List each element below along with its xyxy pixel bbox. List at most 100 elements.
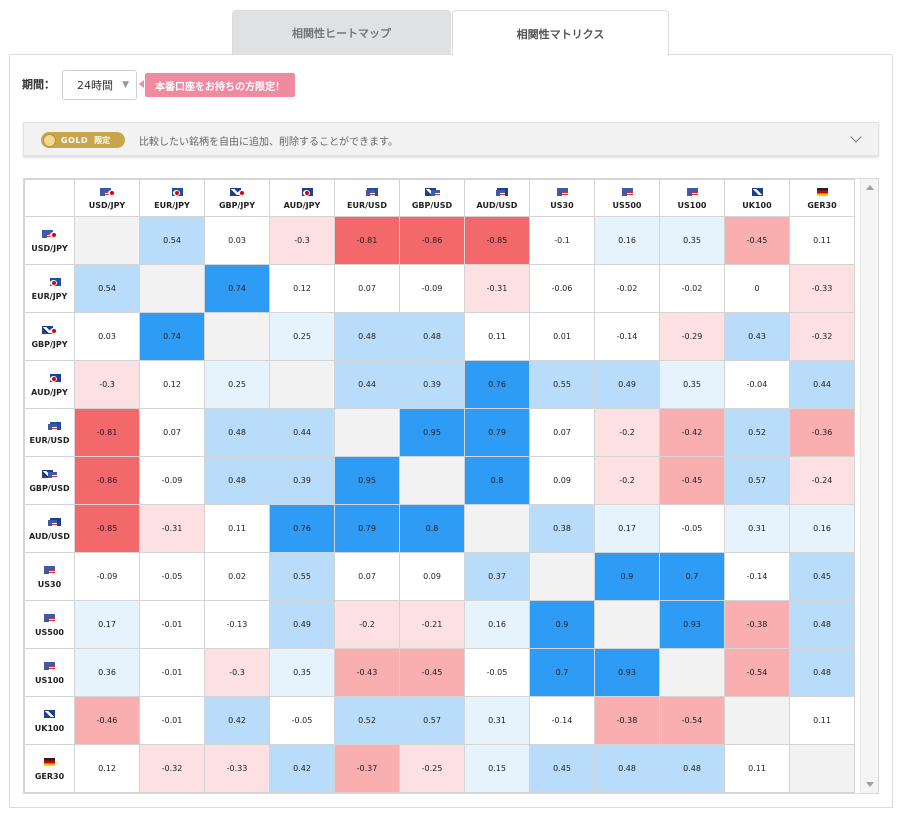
- correlation-cell: 0.79: [334, 504, 400, 553]
- correlation-cell: 0.8: [464, 456, 530, 505]
- correlation-cell: -0.42: [659, 408, 725, 457]
- correlation-cell: -0.13: [204, 600, 270, 649]
- column-header: GBP/USD: [399, 179, 465, 217]
- correlation-cell: -0.33: [204, 744, 270, 793]
- gold-feature-bar[interactable]: GOLD 限定 比較したい銘柄を自由に追加、削除することができます。: [23, 122, 879, 156]
- correlation-cell: 0.74: [139, 312, 205, 361]
- correlation-cell: 0.48: [659, 744, 725, 793]
- gb-us-flag-icon: [400, 186, 464, 197]
- chevron-down-icon: ▼: [122, 80, 129, 90]
- correlation-cell: -0.14: [529, 696, 595, 745]
- column-header: US500: [594, 179, 660, 217]
- row-header: GBP/USD: [24, 456, 75, 505]
- correlation-cell: [139, 264, 205, 313]
- correlation-cell: -0.54: [724, 648, 790, 697]
- correlation-cell: -0.2: [594, 408, 660, 457]
- row-header-label: US100: [35, 675, 64, 685]
- us-flag-icon: [660, 186, 724, 197]
- correlation-cell: 0.36: [74, 648, 140, 697]
- matrix-row: AUD/USD -0.85 -0.31 0.11 0.76 0.79 0.8 0.38 0.17…: [24, 504, 855, 553]
- row-header-label: US30: [37, 579, 62, 589]
- correlation-cell: 0.55: [269, 552, 335, 601]
- correlation-cell: -0.85: [464, 216, 530, 265]
- correlation-cell: 0.44: [334, 360, 400, 409]
- row-header-label: GBP/JPY: [31, 339, 68, 349]
- notice-arrow: [139, 80, 144, 88]
- correlation-cell: 0.39: [269, 456, 335, 505]
- correlation-cell: 0.93: [659, 600, 725, 649]
- column-header: UK100: [724, 179, 790, 217]
- correlation-cell: 0.48: [399, 312, 465, 361]
- scroll-down-arrow[interactable]: [866, 782, 874, 787]
- correlation-cell: [789, 744, 855, 793]
- correlation-cell: 0.07: [529, 408, 595, 457]
- correlation-cell: 0.12: [269, 264, 335, 313]
- column-header-label: EUR/USD: [347, 201, 387, 210]
- row-header-label: EUR/JPY: [31, 291, 68, 301]
- correlation-cell: -0.3: [269, 216, 335, 265]
- correlation-cell: [659, 648, 725, 697]
- correlation-cell: 0.54: [139, 216, 205, 265]
- column-header: USD/JPY: [74, 179, 140, 217]
- correlation-cell: 0.38: [529, 504, 595, 553]
- correlation-cell: 0.01: [529, 312, 595, 361]
- column-header-label: GER30: [807, 201, 837, 210]
- correlation-cell: 0.09: [399, 552, 465, 601]
- column-header-label: AUD/JPY: [283, 201, 321, 210]
- matrix-row: AUD/JPY -0.3 0.12 0.25 0.44 0.39 0.76 0.55 0.49 0…: [24, 360, 855, 409]
- chevron-down-icon[interactable]: [850, 131, 862, 143]
- row-header: GER30: [24, 744, 75, 793]
- row-header: GBP/JPY: [24, 312, 75, 361]
- correlation-cell: -0.01: [139, 648, 205, 697]
- period-selected-value: 24時間: [77, 79, 113, 92]
- matrix-row: EUR/USD -0.81 0.07 0.48 0.44 0.95 0.79 0.07 -0.2…: [24, 408, 855, 457]
- correlation-cell: 0.37: [464, 552, 530, 601]
- gold-coin-icon: [43, 133, 56, 147]
- correlation-cell: 0.49: [269, 600, 335, 649]
- correlation-cell: -0.38: [594, 696, 660, 745]
- tab-heatmap[interactable]: 相関性ヒートマップ: [232, 10, 451, 55]
- correlation-cell: 0.11: [724, 744, 790, 793]
- period-select[interactable]: 24時間 ▼: [62, 70, 137, 100]
- correlation-cell: 0.31: [464, 696, 530, 745]
- correlation-cell: -0.86: [399, 216, 465, 265]
- tab-matrix[interactable]: 相関性マトリクス: [452, 10, 669, 56]
- correlation-cell: 0.55: [529, 360, 595, 409]
- correlation-cell: 0.25: [269, 312, 335, 361]
- row-header: EUR/USD: [24, 408, 75, 457]
- gb-flag-icon: [725, 186, 789, 197]
- correlation-cell: 0.45: [789, 552, 855, 601]
- column-header: US30: [529, 179, 595, 217]
- correlation-cell: 0.43: [724, 312, 790, 361]
- correlation-cell: [594, 600, 660, 649]
- column-header-label: US500: [612, 201, 642, 210]
- correlation-cell: -0.86: [74, 456, 140, 505]
- matrix-row: UK100 -0.46 -0.01 0.42 -0.05 0.52 0.57 0.31 -0.1…: [24, 696, 855, 745]
- eu-us-flag-icon: [25, 421, 74, 432]
- column-header-label: US30: [550, 201, 574, 210]
- row-header-label: USD/JPY: [31, 243, 68, 253]
- column-header: AUD/USD: [464, 179, 530, 217]
- column-header: AUD/JPY: [269, 179, 335, 217]
- matrix-row: GER30 0.12 -0.32 -0.33 0.42 -0.37 -0.25 0.15 0.4…: [24, 744, 855, 793]
- correlation-cell: -0.81: [334, 216, 400, 265]
- matrix-scrollbar[interactable]: [860, 179, 878, 793]
- correlation-cell: 0.95: [334, 456, 400, 505]
- correlation-cell: -0.06: [529, 264, 595, 313]
- row-header: USD/JPY: [24, 216, 75, 265]
- correlation-cell: -0.05: [659, 504, 725, 553]
- correlation-cell: 0.31: [724, 504, 790, 553]
- eu-jp-flag-icon: [25, 277, 74, 288]
- correlation-cell: -0.29: [659, 312, 725, 361]
- correlation-cell: 0.11: [204, 504, 270, 553]
- correlation-cell: 0.25: [204, 360, 270, 409]
- correlation-cell: -0.01: [139, 696, 205, 745]
- correlation-cell: 0.07: [334, 264, 400, 313]
- correlation-cell: 0.48: [789, 600, 855, 649]
- row-header-label: AUD/JPY: [31, 387, 68, 397]
- matrix-row: US30 -0.09 -0.05 0.02 0.55 0.07 0.09 0.37 0.9 0.7…: [24, 552, 855, 601]
- scroll-up-arrow[interactable]: [866, 185, 874, 190]
- correlation-cell: [74, 216, 140, 265]
- correlation-cell: 0.48: [594, 744, 660, 793]
- us-flag-icon: [25, 613, 74, 624]
